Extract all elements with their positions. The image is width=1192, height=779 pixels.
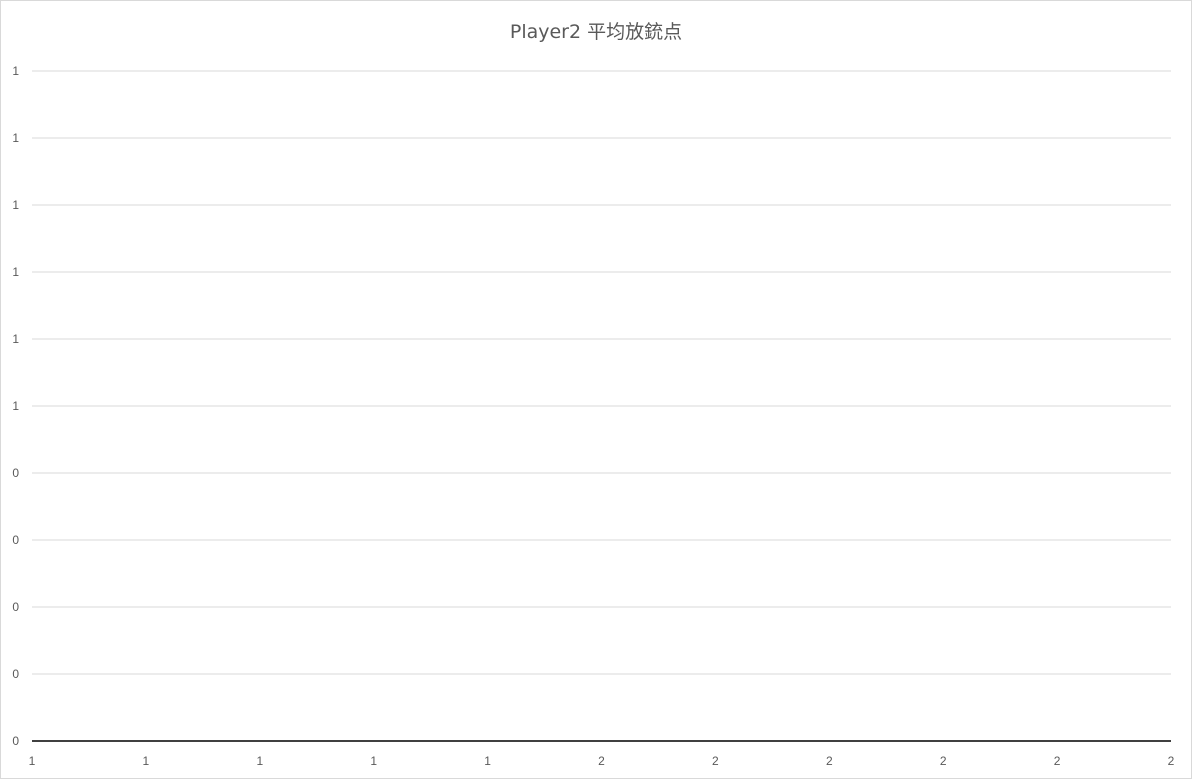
- y-tick-label: 0: [12, 734, 19, 748]
- x-tick-label: 1: [256, 754, 263, 768]
- x-tick-label: 1: [29, 754, 36, 768]
- y-tick-label: 1: [12, 131, 19, 145]
- chart-title: Player2 平均放銃点: [509, 21, 683, 43]
- y-tick-label: 1: [12, 265, 19, 279]
- x-tick-label: 1: [370, 754, 377, 768]
- y-tick-label: 1: [12, 198, 19, 212]
- x-tick-label: 2: [712, 754, 719, 768]
- x-tick-label: 2: [1054, 754, 1061, 768]
- y-tick-label: 0: [12, 466, 19, 480]
- y-tick-label: 1: [12, 399, 19, 413]
- x-tick-label: 2: [1168, 754, 1175, 768]
- x-tick-label: 1: [484, 754, 491, 768]
- y-tick-label: 0: [12, 667, 19, 681]
- y-tick-label: 0: [12, 533, 19, 547]
- x-tick-label: 1: [143, 754, 150, 768]
- y-tick-label: 1: [12, 64, 19, 78]
- x-tick-label: 2: [940, 754, 947, 768]
- y-tick-label: 0: [12, 600, 19, 614]
- x-tick-label: 2: [826, 754, 833, 768]
- y-tick-label: 1: [12, 332, 19, 346]
- x-tick-label: 2: [598, 754, 605, 768]
